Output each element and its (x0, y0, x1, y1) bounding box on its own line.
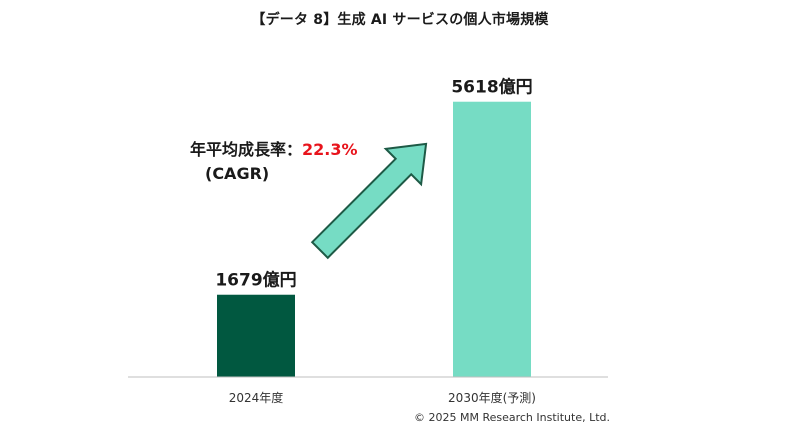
cagr-label: 年平均成長率： (190, 140, 303, 159)
chart-title: 【データ 8】生成 AI サービスの個人市場規模 (251, 12, 549, 28)
data-label-2: 5618億円 (451, 77, 532, 98)
copyright-footer: © 2025 MM Research Institute, Ltd. (413, 411, 610, 424)
category-label-1: 2024年度 (229, 390, 284, 405)
bars-layer (217, 101, 531, 377)
growth-arrow-shape (310, 142, 428, 260)
category-label-2: 2030年度(予測) (448, 390, 536, 405)
cagr-sub-label: (CAGR) (205, 164, 270, 183)
cagr-annotation: 年平均成長率：22.3% (190, 136, 358, 160)
cagr-value: 22.3% (302, 140, 358, 159)
labels-layer: 1679億円 2024年度 5618億円 2030年度(予測) (215, 77, 536, 405)
data-label-1: 1679億円 (215, 270, 296, 291)
bar-1 (217, 294, 295, 377)
growth-arrow (310, 142, 428, 260)
bar-2 (453, 101, 531, 377)
